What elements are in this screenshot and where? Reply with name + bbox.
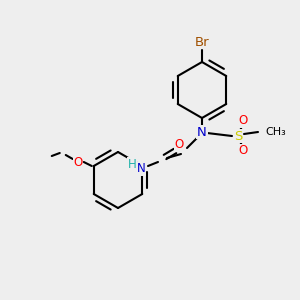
Text: N: N [197, 125, 207, 139]
Text: O: O [174, 139, 184, 152]
Text: CH₃: CH₃ [265, 127, 286, 137]
Text: O: O [238, 145, 247, 158]
Text: N: N [136, 163, 146, 176]
Text: O: O [238, 115, 247, 128]
Text: S: S [234, 130, 242, 142]
Text: Br: Br [195, 35, 209, 49]
Text: H: H [128, 158, 136, 170]
Text: O: O [73, 155, 83, 169]
